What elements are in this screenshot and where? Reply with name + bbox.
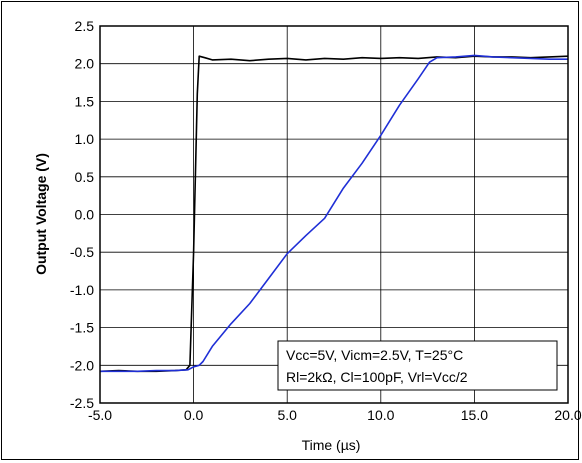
x-tick-label: -5.0	[88, 407, 112, 423]
x-tick-label: 10.0	[367, 407, 394, 423]
y-tick-label: 0.5	[75, 169, 95, 185]
series-layer	[99, 54, 569, 373]
tick-labels: -5.0 0.0 5.0 10.0 15.0 20.0 2.5 2.0 1.5 1.0 0.5 0.0…	[70, 18, 582, 423]
y-axis-label: Output Voltage (V)	[33, 153, 49, 275]
y-tick-label: -1.5	[70, 320, 94, 336]
series-line-black	[99, 55, 569, 373]
y-tick-label: 1.0	[75, 131, 95, 147]
x-axis-label: Time (µs)	[302, 437, 361, 453]
y-tick-label: -0.5	[70, 244, 94, 260]
series-line-blue	[100, 54, 568, 373]
y-tick-label: -2.5	[70, 395, 94, 411]
annotation-line-2: Rl=2kΩ, Cl=100pF, Vrl=Vcc/2	[286, 369, 468, 385]
x-tick-label: 20.0	[554, 407, 581, 423]
x-tick-label: 5.0	[277, 407, 297, 423]
y-tick-label: 0.0	[75, 207, 95, 223]
y-tick-label: -2.0	[70, 357, 94, 373]
y-tick-label: 1.5	[75, 93, 95, 109]
plot-area	[99, 25, 569, 404]
y-tick-label: 2.5	[75, 18, 95, 34]
x-tick-label: 15.0	[461, 407, 488, 423]
x-tick-label: 0.0	[184, 407, 204, 423]
annotation-box	[277, 340, 558, 391]
y-tick-label: 2.0	[75, 56, 95, 72]
legend-box: Vcc=5V, Vicm=2.5V, T=25°C Rl=2kΩ, Cl=100…	[277, 340, 558, 391]
y-tick-label: -1.0	[70, 282, 94, 298]
annotation-line-1: Vcc=5V, Vicm=2.5V, T=25°C	[286, 347, 463, 363]
